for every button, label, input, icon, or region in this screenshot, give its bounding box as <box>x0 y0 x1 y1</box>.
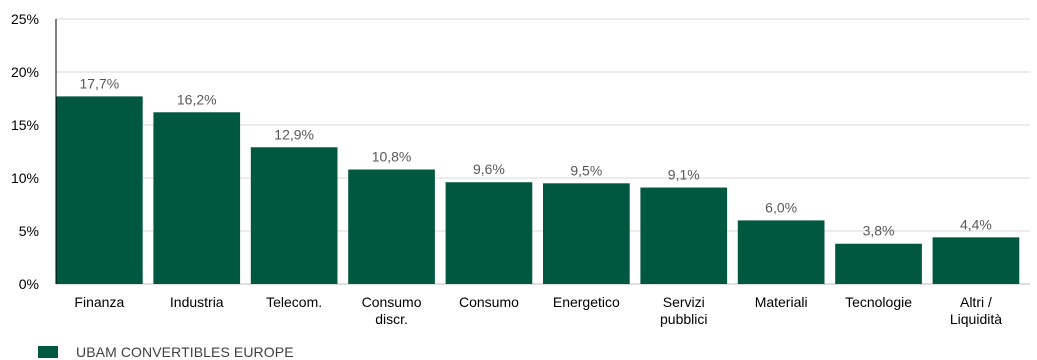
data-labels: 17,7% 16,2% 12,9% 10,8% 9,6% 9,5% 9,1% 6,0% 3,8%… <box>79 75 991 238</box>
data-label: 9,5% <box>570 162 602 178</box>
bar <box>543 183 630 284</box>
bar <box>348 169 435 284</box>
category-label: Consumo <box>459 294 519 310</box>
category-label: Telecom. <box>266 294 322 310</box>
bar <box>640 187 728 284</box>
category-label: pubblici <box>660 311 707 327</box>
bar <box>835 243 922 284</box>
data-label: 12,9% <box>274 126 314 142</box>
category-label: discr. <box>375 311 408 327</box>
y-tick-label: 25% <box>11 11 39 27</box>
y-tick-label: 5% <box>19 223 39 239</box>
bar <box>932 237 1020 284</box>
x-axis-category-labels: Finanza Industria Telecom. Consumodiscr.Con… <box>74 294 1002 327</box>
y-tick-label: 20% <box>11 64 39 80</box>
bars <box>56 96 1020 284</box>
bar-chart: 0% 5% 10% 15% 20% 25% 17,7% 16,2% 12,9% 10,8% 9,6… <box>11 11 1030 327</box>
y-tick-label: 0% <box>19 276 39 292</box>
legend-label: UBAM CONVERTIBLES EUROPE <box>76 344 294 360</box>
data-label: 16,2% <box>177 91 217 107</box>
category-label: Servizi <box>663 294 705 310</box>
category-label: Altri / <box>960 294 992 310</box>
data-label: 6,0% <box>765 199 797 215</box>
y-tick-label: 10% <box>11 170 39 186</box>
category-label: Industria <box>170 294 224 310</box>
category-label: Materiali <box>755 294 808 310</box>
category-label: Consumo <box>362 294 422 310</box>
bar <box>250 147 338 284</box>
category-label: Tecnologie <box>845 294 912 310</box>
data-label: 3,8% <box>863 223 895 239</box>
legend: UBAM CONVERTIBLES EUROPE <box>38 344 294 360</box>
bar <box>445 182 533 284</box>
data-label: 9,6% <box>473 161 505 177</box>
category-label: Energetico <box>553 294 620 310</box>
legend-swatch <box>38 346 58 358</box>
data-label: 17,7% <box>79 75 119 91</box>
data-label: 10,8% <box>372 149 412 165</box>
y-tick-label: 15% <box>11 117 39 133</box>
data-label: 9,1% <box>668 167 700 183</box>
category-label: Finanza <box>74 294 124 310</box>
category-label: Liquidità <box>950 311 1002 327</box>
data-label: 4,4% <box>960 216 992 232</box>
bar <box>153 112 241 284</box>
bar <box>737 220 825 284</box>
y-axis-tick-labels: 0% 5% 10% 15% 20% 25% <box>11 11 39 292</box>
bar <box>56 96 143 284</box>
